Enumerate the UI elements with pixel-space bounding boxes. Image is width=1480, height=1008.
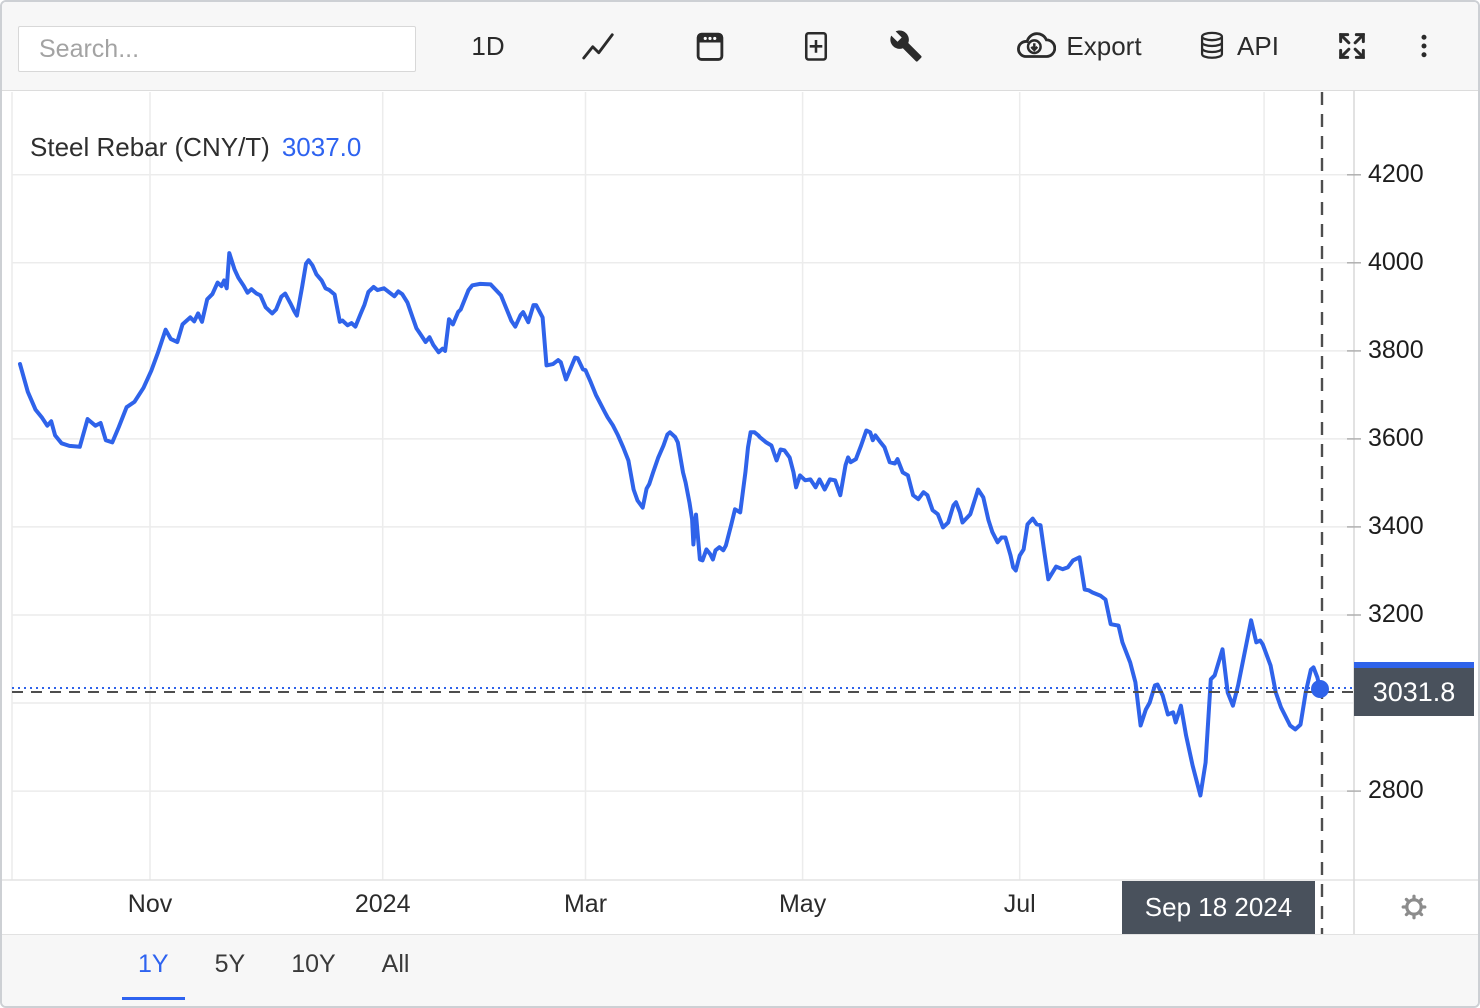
range-tab-all[interactable]: All (381, 950, 410, 978)
y-axis-label: 3200 (1368, 599, 1424, 628)
range-tab-10y[interactable]: 10Y (291, 950, 336, 978)
interval-label: 1D (471, 30, 505, 61)
x-axis-label: 2024 (354, 890, 411, 918)
range-tab-1y[interactable]: 1Y (122, 935, 185, 1000)
search-input[interactable] (18, 26, 416, 72)
more-menu-button[interactable] (1400, 2, 1448, 90)
api-database-icon (1200, 31, 1224, 59)
crosshair-price-badge: 3031.8 (1354, 662, 1474, 717)
fullscreen-icon (1339, 33, 1365, 59)
compare-add-button[interactable] (786, 2, 846, 90)
last-point-marker (1311, 680, 1329, 698)
x-axis-label: Mar (563, 890, 608, 918)
y-axis-label: 3800 (1368, 335, 1424, 364)
y-axis-label: 2800 (1368, 776, 1424, 805)
date-range-button[interactable] (680, 2, 740, 90)
export-button[interactable]: Export (998, 2, 1158, 90)
calendar-icon (696, 32, 724, 61)
range-tab-bar: 1Y 5Y 10Y All (2, 934, 1478, 1006)
last-price-tag (1354, 662, 1474, 669)
api-label: API (1237, 30, 1279, 61)
chart-type-button[interactable] (568, 2, 628, 90)
y-axis-label: 3400 (1368, 511, 1424, 540)
range-tab-5y[interactable]: 5Y (214, 950, 246, 978)
export-cloud-icon (1017, 32, 1057, 58)
price-line (18, 251, 1322, 798)
export-label: Export (1066, 30, 1142, 61)
x-axis-label: May (778, 890, 827, 918)
tools-button[interactable] (876, 2, 936, 90)
gear-icon (1401, 894, 1427, 920)
instrument-name: Steel Rebar (CNY/T) (30, 132, 270, 162)
y-axis-label: 4200 (1368, 159, 1424, 188)
instrument-last-price: 3037.0 (281, 132, 362, 162)
api-button[interactable]: API (1188, 2, 1286, 90)
add-series-icon (804, 31, 828, 61)
crosshair-date-badge: Sep 18 2024 (1122, 881, 1315, 934)
x-axis-label: Jul (1003, 890, 1036, 918)
line-chart-icon (582, 33, 614, 60)
chart-title-block: Steel Rebar (CNY/T) 3037.0 (30, 132, 361, 163)
y-axis-label: 4000 (1368, 247, 1424, 276)
y-axis-label: 3600 (1368, 423, 1424, 452)
chart-settings-button[interactable] (1394, 888, 1434, 928)
crosshair-price-value: 3031.8 (1372, 676, 1456, 707)
kebab-menu-icon (1421, 34, 1427, 58)
top-toolbar: 1D (2, 2, 1478, 91)
x-axis-label: Nov (127, 890, 173, 918)
wrench-icon (890, 30, 922, 62)
fullscreen-button[interactable] (1324, 2, 1380, 90)
interval-button[interactable]: 1D (460, 2, 516, 90)
